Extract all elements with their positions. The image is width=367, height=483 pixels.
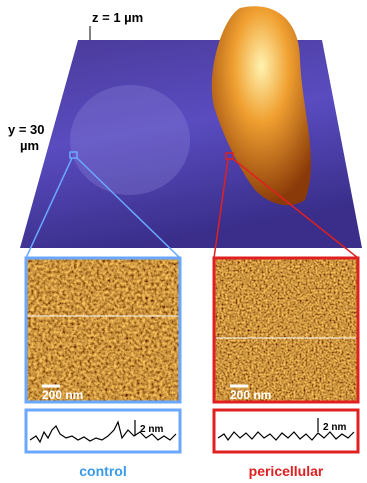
caption: control [79, 463, 126, 479]
surface-highlight [70, 85, 190, 195]
caption: pericellular [249, 463, 324, 479]
figure: z = 1 µm y = 30 µm 200 nm 200 nm 2 nm 2 … [0, 0, 367, 483]
afm-image [26, 258, 180, 402]
y-label: y = 30 [8, 122, 45, 137]
afm-image [214, 258, 358, 402]
y-label-unit: µm [20, 138, 39, 153]
z-label: z = 1 µm [92, 10, 143, 25]
scale-label: 200 nm [42, 388, 83, 402]
profile-scale-label: 2 nm [323, 422, 346, 433]
scale-label: 200 nm [230, 388, 271, 402]
profile-scale-label: 2 nm [140, 424, 163, 435]
